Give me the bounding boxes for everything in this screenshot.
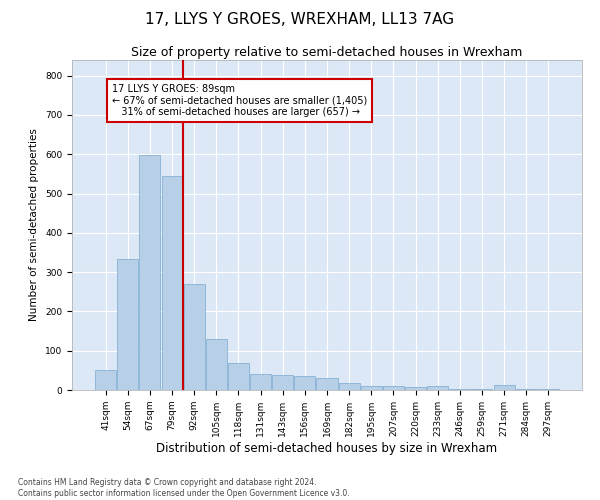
- Bar: [427, 386, 448, 390]
- Bar: [515, 389, 536, 390]
- Text: 17, LLYS Y GROES, WREXHAM, LL13 7AG: 17, LLYS Y GROES, WREXHAM, LL13 7AG: [145, 12, 455, 28]
- Bar: [250, 374, 271, 390]
- Text: Contains HM Land Registry data © Crown copyright and database right 2024.
Contai: Contains HM Land Registry data © Crown c…: [18, 478, 350, 498]
- Bar: [161, 176, 182, 390]
- Bar: [494, 384, 515, 390]
- Bar: [405, 387, 426, 390]
- Bar: [449, 389, 470, 390]
- Bar: [118, 259, 139, 390]
- Bar: [295, 376, 316, 390]
- Bar: [95, 370, 116, 390]
- Y-axis label: Number of semi-detached properties: Number of semi-detached properties: [29, 128, 40, 322]
- Bar: [272, 375, 293, 390]
- Bar: [139, 156, 160, 390]
- X-axis label: Distribution of semi-detached houses by size in Wrexham: Distribution of semi-detached houses by …: [157, 442, 497, 454]
- Bar: [184, 284, 205, 390]
- Bar: [228, 364, 249, 390]
- Bar: [206, 339, 227, 390]
- Bar: [538, 389, 559, 390]
- Bar: [316, 378, 338, 390]
- Title: Size of property relative to semi-detached houses in Wrexham: Size of property relative to semi-detach…: [131, 46, 523, 59]
- Bar: [361, 386, 382, 390]
- Bar: [338, 383, 359, 390]
- Text: 17 LLYS Y GROES: 89sqm
← 67% of semi-detached houses are smaller (1,405)
   31% : 17 LLYS Y GROES: 89sqm ← 67% of semi-det…: [112, 84, 368, 117]
- Bar: [383, 386, 404, 390]
- Bar: [472, 389, 493, 390]
